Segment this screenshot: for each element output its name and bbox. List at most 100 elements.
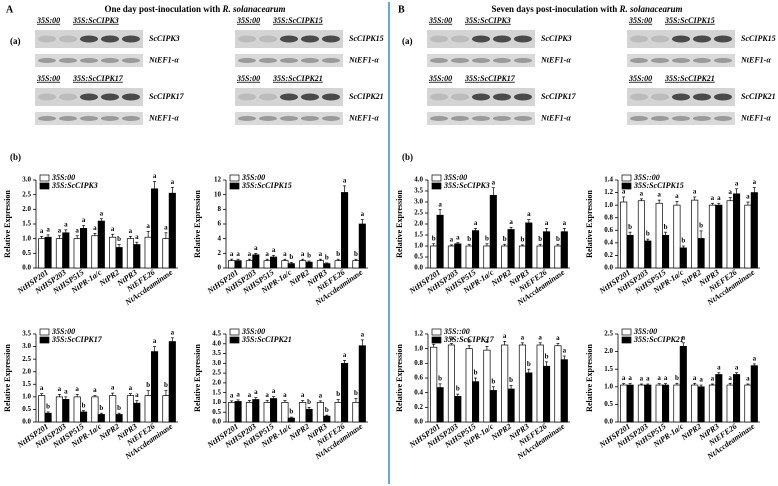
y-tick-label: 0: [218, 264, 222, 272]
significance-letter: a: [640, 375, 644, 383]
bar: [518, 344, 526, 423]
blot-header: 35S:ScCIPK17: [464, 74, 516, 83]
bar: [281, 260, 289, 269]
bar: [133, 244, 141, 269]
bar: [55, 396, 63, 423]
significance-letter: a: [753, 355, 757, 363]
bar: [447, 344, 455, 423]
blot-header: 35S:00: [628, 74, 652, 83]
significance-letter: a: [40, 227, 44, 235]
bar: [560, 359, 568, 423]
gel-band: [651, 116, 669, 121]
gel-band: [322, 93, 340, 101]
y-tick-label: 0.5: [414, 253, 423, 261]
bar: [252, 399, 260, 423]
significance-letter: a: [135, 391, 139, 399]
gel-band: [514, 58, 532, 63]
gel-band: [714, 58, 732, 63]
significance-letter: a: [265, 250, 269, 258]
bar: [73, 238, 81, 269]
y-axis-label: Relative Expression: [193, 190, 202, 258]
y-axis-label: Relative Expression: [3, 190, 12, 258]
y-tick-label: 1.0: [212, 398, 221, 406]
bar: [115, 247, 123, 269]
y-tick-label: 0.5: [604, 400, 613, 408]
significance-letter: a: [283, 250, 287, 258]
legend-label: 35S:ScCIPK3: [51, 181, 98, 190]
legend-swatch: [229, 336, 240, 344]
y-tick-label: 0.0: [212, 418, 221, 426]
significance-letter: a: [361, 210, 365, 218]
bar: [38, 395, 46, 423]
bar: [126, 395, 134, 423]
bar: [162, 395, 170, 423]
significance-letter: b: [438, 374, 442, 382]
bar: [91, 235, 99, 269]
bar: [655, 202, 663, 269]
significance-letter: b: [681, 237, 685, 245]
significance-letter: a: [153, 172, 157, 180]
y-tick-label: 4: [218, 234, 222, 242]
bar: [430, 346, 438, 423]
significance-letter: a: [129, 384, 133, 392]
gel-band: [672, 116, 690, 121]
bar: [305, 261, 313, 269]
y-tick-label: 1.2: [604, 188, 613, 196]
bar: [358, 345, 366, 423]
blot-reference-label: NtEF1-α: [348, 113, 379, 122]
bar: [97, 414, 105, 423]
bar: [144, 236, 152, 269]
y-tick-label: 0.4: [414, 388, 423, 396]
significance-letter: b: [664, 223, 668, 231]
legend-swatch: [431, 328, 442, 336]
gel-band: [38, 35, 56, 43]
bar: [109, 236, 117, 269]
significance-letter: a: [153, 337, 157, 345]
gel-band: [714, 116, 732, 121]
legend-label: 35S::00: [443, 327, 470, 336]
gel-band: [630, 35, 648, 43]
y-tick-label: 1.0: [604, 201, 613, 209]
significance-letter: a: [111, 225, 115, 233]
blot-header: 35S:00: [36, 74, 60, 83]
bar: [626, 234, 634, 269]
significance-letter: a: [75, 226, 79, 234]
legend-swatch: [621, 336, 632, 344]
significance-letter: a: [640, 189, 644, 197]
y-tick-label: 1.2: [414, 330, 423, 338]
y-tick-label: 1.0: [22, 392, 31, 400]
bar: [430, 245, 438, 269]
gel-band: [430, 35, 448, 43]
gel-band: [122, 116, 140, 121]
bar: [662, 384, 670, 423]
gel-band: [651, 93, 669, 101]
significance-letter: a: [164, 223, 168, 231]
bar: [323, 263, 331, 269]
bar: [38, 238, 46, 269]
legend-label: 35S:00: [241, 327, 265, 336]
significance-letter: b: [82, 401, 86, 409]
bar: [554, 345, 562, 423]
bar: [358, 223, 366, 269]
bar: [341, 192, 349, 269]
bar: [708, 384, 716, 423]
bar: [270, 398, 278, 423]
significance-letter: b: [99, 404, 103, 412]
y-tick-label: 6: [218, 220, 222, 228]
bar: [691, 384, 699, 423]
significance-letter: a: [301, 391, 305, 399]
panel-title-text: One day post-inoculation with: [104, 4, 220, 14]
y-tick-label: 0.0: [22, 264, 31, 272]
y-tick-label: 0.0: [414, 418, 423, 426]
y-tick-label: 4.0: [212, 339, 221, 347]
significance-letter: a: [361, 330, 365, 338]
significance-letter: a: [64, 220, 68, 228]
significance-letter: a: [135, 233, 139, 241]
gel-band: [122, 35, 140, 43]
significance-letter: a: [236, 250, 240, 258]
y-axis-label: Relative Expression: [3, 344, 12, 412]
significance-letter: a: [545, 219, 549, 227]
significance-letter: b: [491, 377, 495, 385]
significance-letter: a: [283, 391, 287, 399]
gel-band: [80, 58, 98, 63]
